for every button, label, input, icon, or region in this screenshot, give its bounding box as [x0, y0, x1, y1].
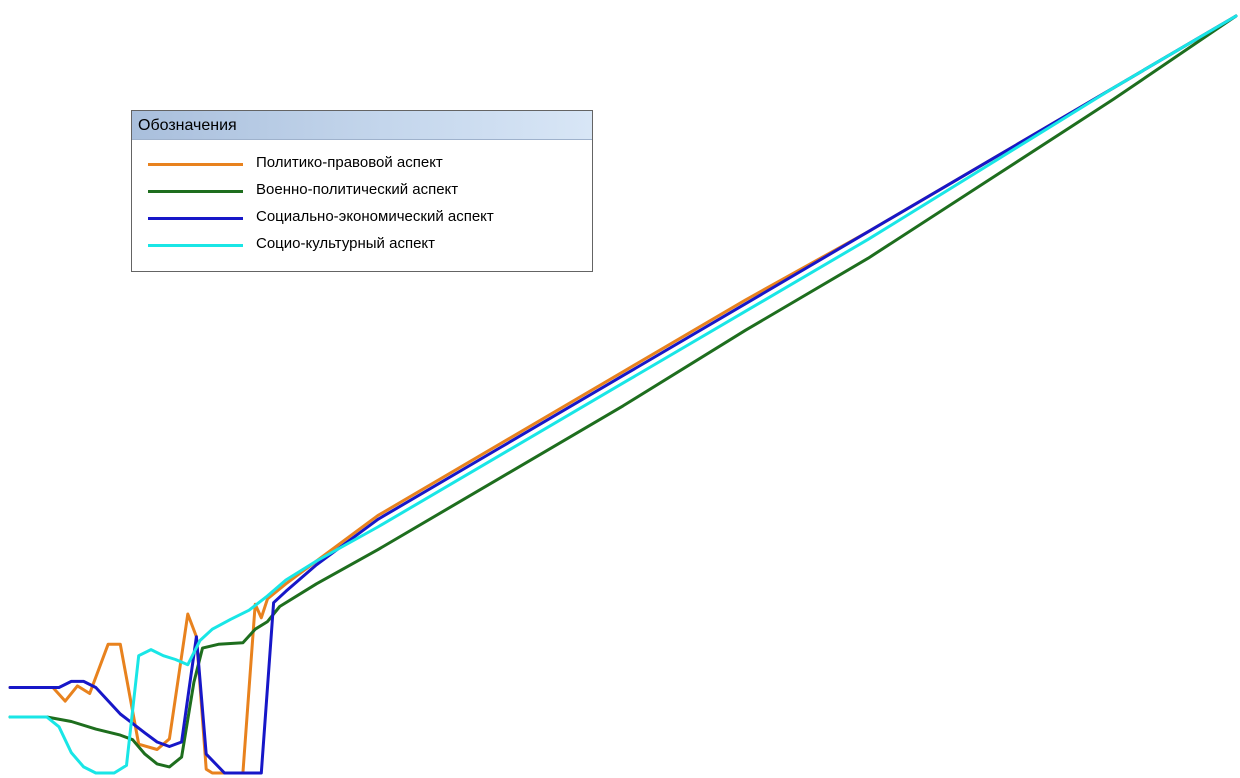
series-line-1: [8, 14, 1238, 775]
series-line-3: [8, 14, 1238, 775]
legend-item: Военно-политический аспект: [132, 178, 592, 205]
legend-label: Военно-политический аспект: [256, 181, 459, 198]
legend-item: Социо-культурный аспект: [132, 232, 592, 259]
legend-swatch: [148, 217, 243, 220]
legend-title: Обозначения: [132, 111, 592, 140]
legend-swatch: [148, 163, 243, 166]
legend-label: Социо-культурный аспект: [256, 235, 436, 252]
legend-swatch: [148, 190, 243, 193]
legend-swatch: [148, 244, 243, 247]
legend-label: Социально-экономический аспект: [256, 208, 494, 225]
series-line-4: [8, 14, 1238, 775]
series-line-2: [8, 14, 1238, 769]
legend: Обозначения Политико-правовой аспект Вое…: [131, 110, 593, 272]
legend-item: Политико-правовой аспект: [132, 151, 592, 178]
legend-item: Социально-экономический аспект: [132, 205, 592, 232]
legend-items: Политико-правовой аспект Военно-политиче…: [132, 140, 592, 259]
legend-label: Политико-правовой аспект: [256, 154, 443, 171]
